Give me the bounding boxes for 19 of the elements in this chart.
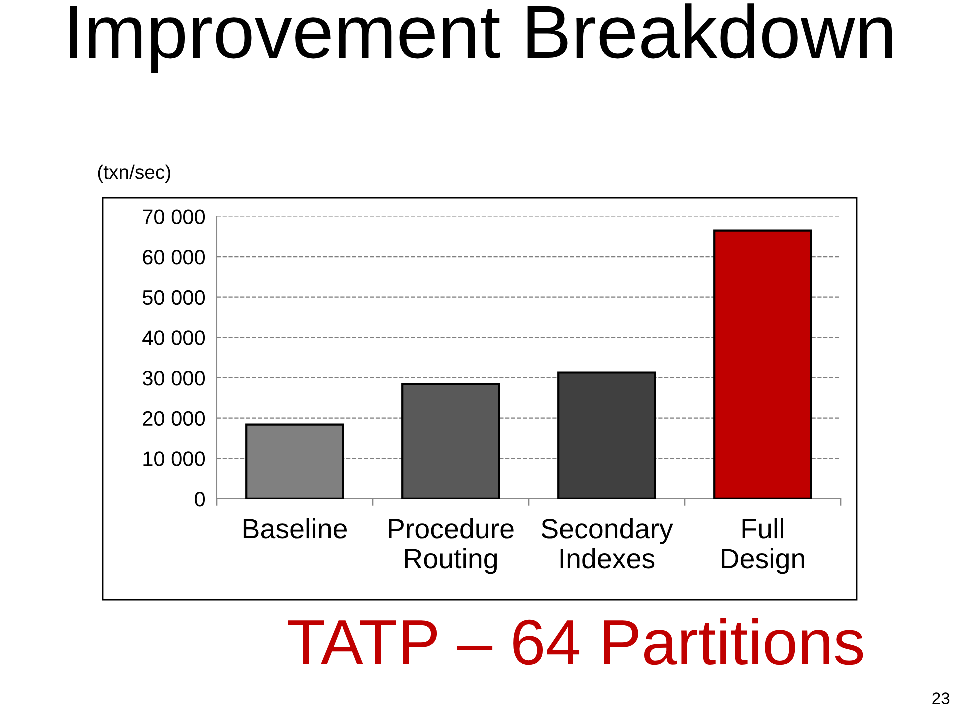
y-axis-title: (txn/sec) xyxy=(98,164,170,184)
x-tick-label: Secondary Indexes xyxy=(542,518,674,569)
y-tick-label: 50 000 xyxy=(142,290,206,306)
x-tick-label: Full Design xyxy=(722,518,804,574)
x-tick-label: Baseline xyxy=(244,518,348,539)
chart-title: Improvement Breakdown xyxy=(70,4,892,74)
y-tick-label: 30 000 xyxy=(142,371,206,386)
text: 23 xyxy=(932,692,950,704)
text: TATP – 64 Partitions xyxy=(288,618,864,666)
bar xyxy=(402,383,500,499)
bar xyxy=(714,230,812,499)
bar xyxy=(558,372,656,499)
x-tick-label: Procedure Routing xyxy=(389,518,514,574)
y-tick-label: 40 000 xyxy=(142,330,206,346)
y-tick-label: 0 xyxy=(195,492,206,507)
y-tick-label: 70 000 xyxy=(143,210,206,224)
y-tick-label: 60 000 xyxy=(143,250,206,265)
y-tick-label: 20 000 xyxy=(143,411,206,426)
y-tick-label: 10 000 xyxy=(144,452,206,466)
